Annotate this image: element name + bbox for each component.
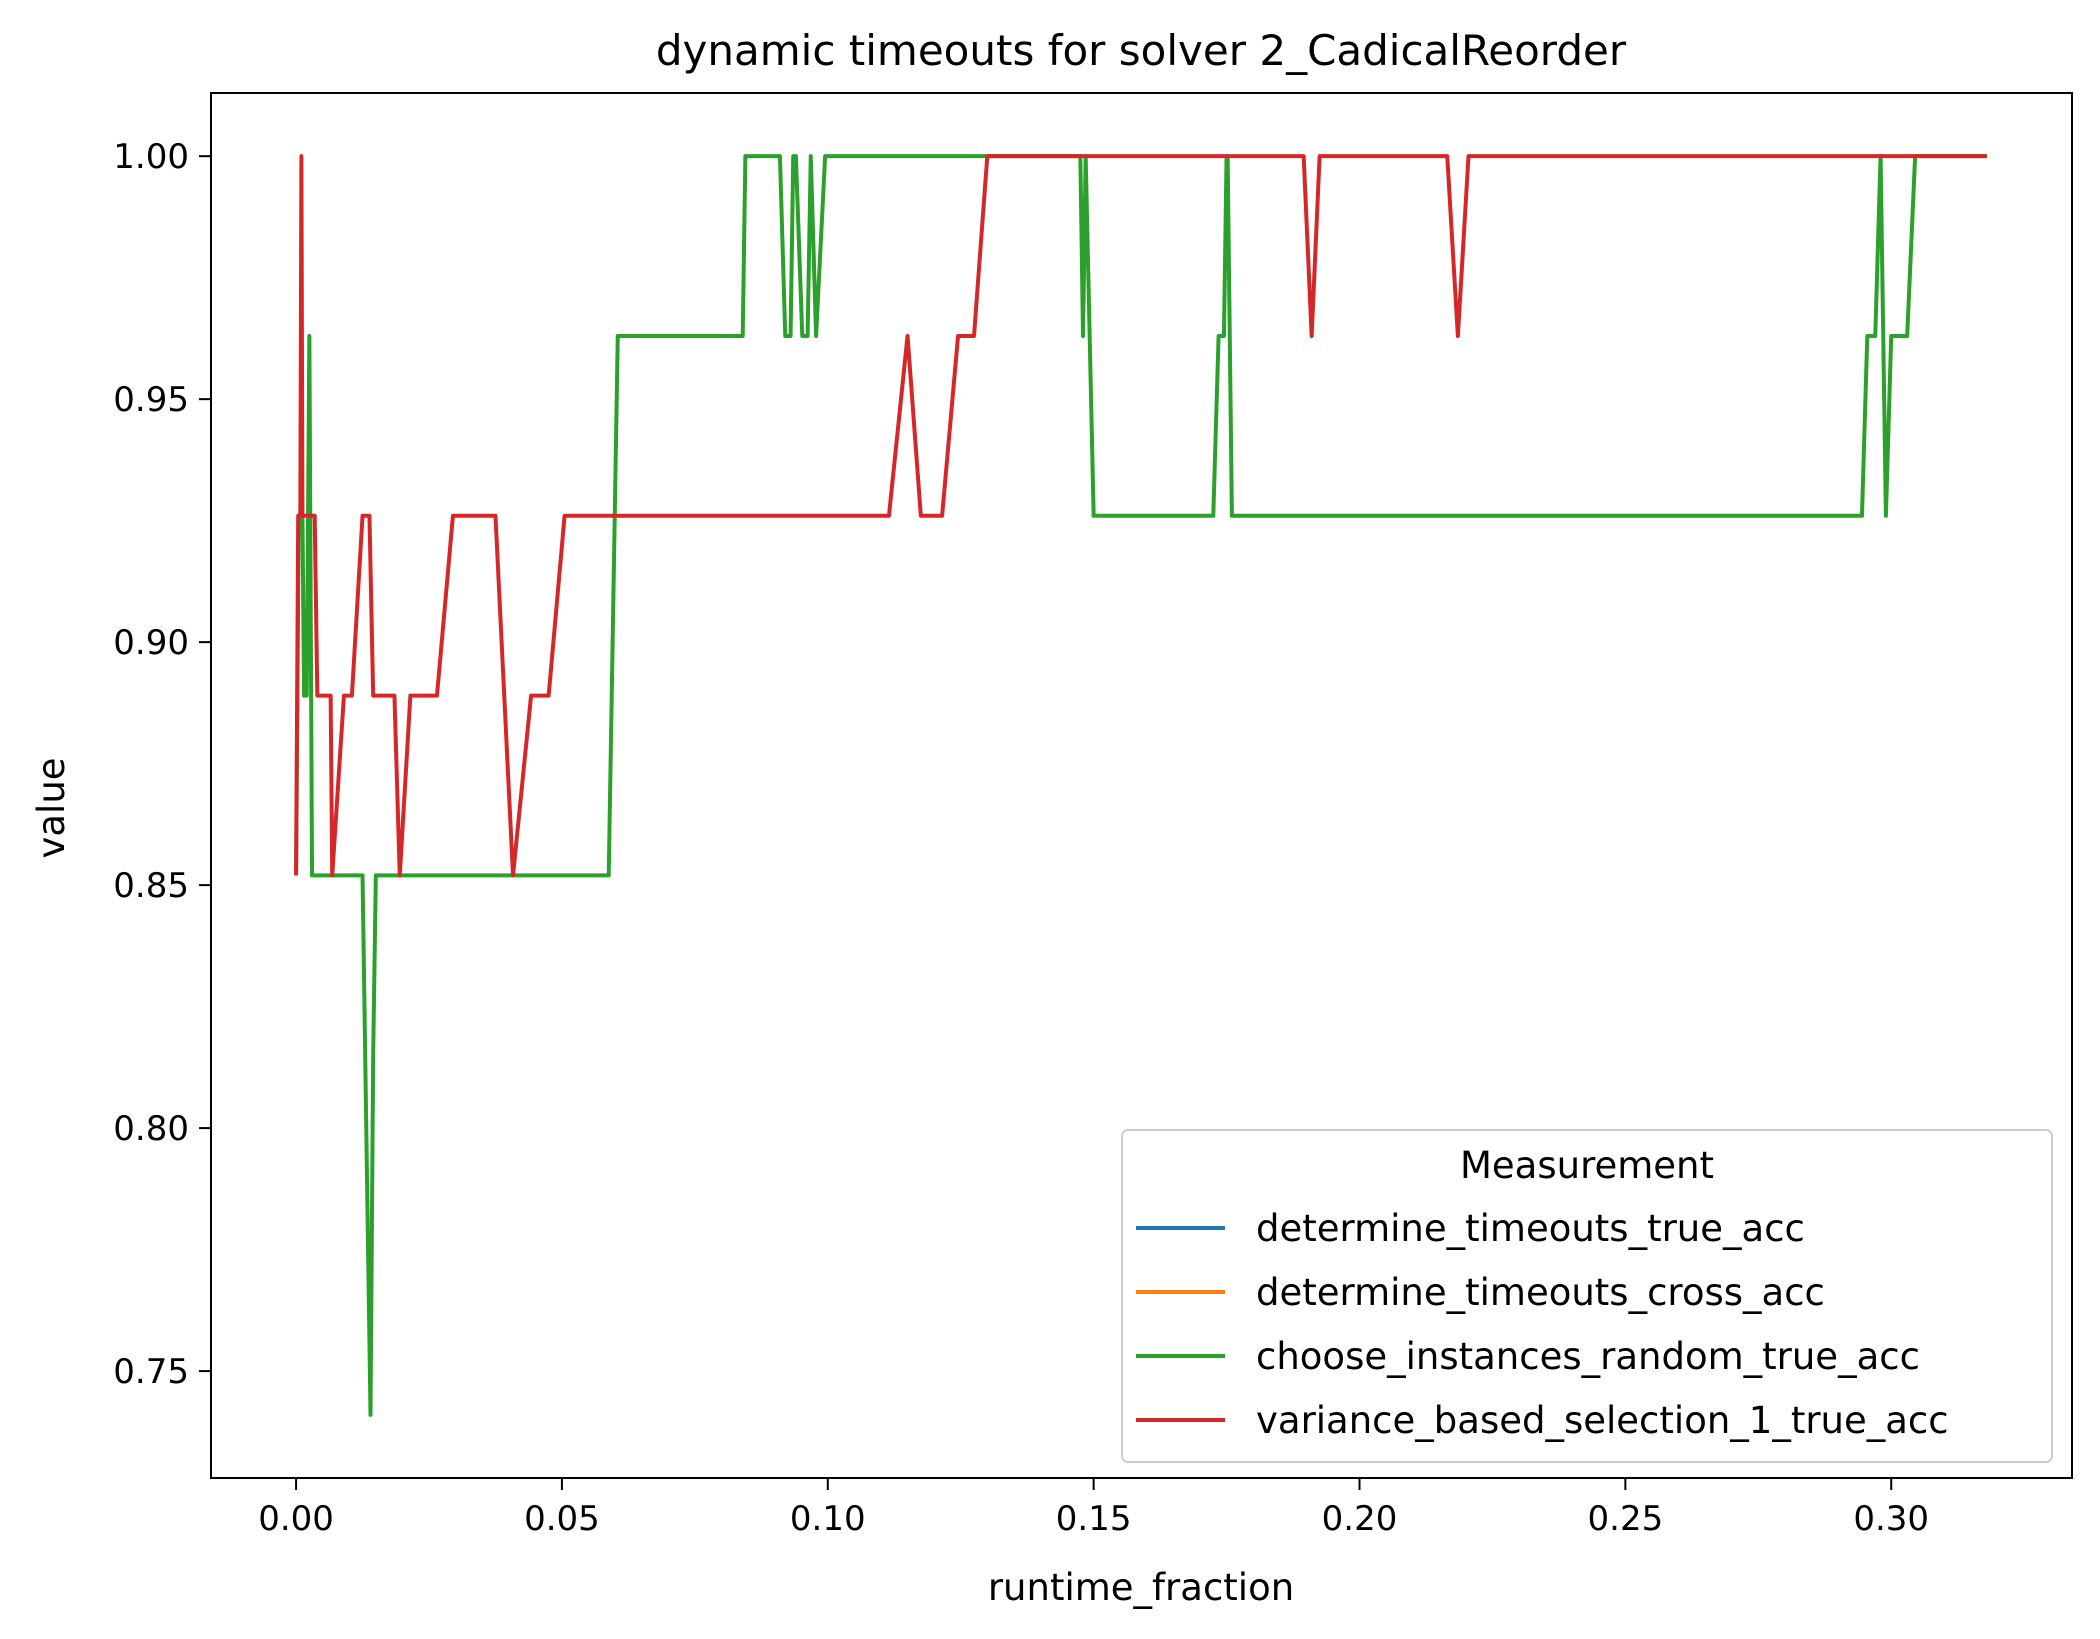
legend: Measurement determine_timeouts_true_accd… <box>1121 1129 2053 1463</box>
legend-box <box>1121 1129 2053 1463</box>
legend-label: determine_timeouts_cross_acc <box>1256 1271 1825 1314</box>
y-tick-label: 0.80 <box>113 1109 189 1149</box>
legend-label: variance_based_selection_1_true_acc <box>1256 1399 1949 1442</box>
y-tick-label: 0.90 <box>113 623 189 663</box>
chart-title: dynamic timeouts for solver 2_CadicalReo… <box>656 26 1627 75</box>
legend-label: choose_instances_random_true_acc <box>1256 1335 1920 1378</box>
x-axis: 0.00 0.05 0.10 0.15 0.20 0.25 0.30 <box>258 1478 1929 1539</box>
series-layer <box>294 154 1987 1417</box>
x-tick-label: 0.15 <box>1056 1499 1132 1539</box>
plot-frame <box>210 92 2073 1479</box>
x-tick-label: 0.20 <box>1322 1499 1398 1539</box>
y-axis: 0.75 0.80 0.85 0.90 0.95 1.00 <box>113 137 211 1392</box>
x-tick-label: 0.30 <box>1853 1499 1929 1539</box>
y-tick-label: 0.85 <box>113 866 189 906</box>
x-tick-label: 0.05 <box>524 1499 600 1539</box>
x-axis-label: runtime_fraction <box>988 1566 1294 1609</box>
series-line-3 <box>294 154 1987 878</box>
y-tick-label: 0.75 <box>113 1352 189 1392</box>
legend-entries: determine_timeouts_true_acc determine_tim… <box>1136 1207 1949 1442</box>
y-axis-label: value <box>30 757 73 858</box>
legend-title: Measurement <box>1460 1144 1714 1187</box>
legend-label: determine_timeouts_true_acc <box>1256 1207 1805 1250</box>
x-tick-label: 0.25 <box>1588 1499 1664 1539</box>
x-tick-label: 0.10 <box>790 1499 866 1539</box>
y-tick-label: 0.95 <box>113 380 189 420</box>
y-tick-label: 1.00 <box>113 137 189 177</box>
x-tick-label: 0.00 <box>258 1499 334 1539</box>
